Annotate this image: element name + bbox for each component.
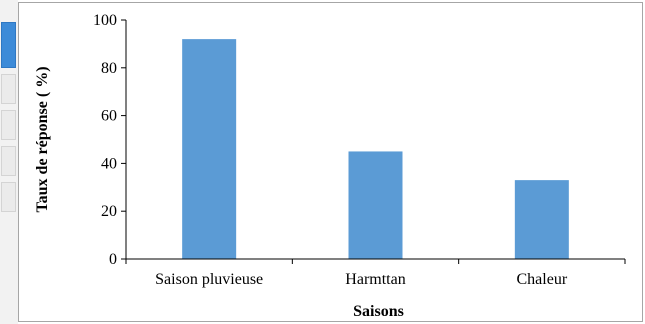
y-tick-label: 60 bbox=[101, 108, 117, 125]
y-tick-label: 20 bbox=[101, 203, 117, 220]
bar-harmttan bbox=[348, 151, 403, 259]
y-axis-ticks: 0 20 40 60 80 100 bbox=[93, 12, 126, 268]
left-side-panel bbox=[0, 0, 18, 324]
bar-chaleur bbox=[514, 180, 569, 259]
bar-chart: 0 20 40 60 80 100 Saison pluvieuse Harmttan Cha… bbox=[34, 12, 626, 320]
side-panel-tab[interactable] bbox=[1, 110, 16, 140]
y-tick-label: 0 bbox=[109, 251, 117, 268]
x-tick-label: Harmttan bbox=[345, 271, 405, 288]
x-tick-label: Saison pluvieuse bbox=[155, 271, 263, 288]
x-tick-label: Chaleur bbox=[517, 271, 568, 288]
x-axis-ticks: Saison pluvieuse Harmttan Chaleur bbox=[125, 259, 626, 288]
side-panel-tab[interactable] bbox=[1, 74, 16, 104]
y-axis-title: Taux de réponse ( %) bbox=[34, 66, 51, 212]
y-tick-label: 80 bbox=[101, 60, 117, 77]
side-panel-tab[interactable] bbox=[1, 146, 16, 176]
x-axis-title: Saisons bbox=[353, 303, 404, 320]
side-panel-tab[interactable] bbox=[1, 182, 16, 212]
side-panel-tab-active[interactable] bbox=[1, 22, 16, 68]
y-tick-label: 100 bbox=[93, 12, 117, 29]
bars bbox=[182, 39, 569, 260]
bar-saison-pluvieuse bbox=[182, 39, 237, 260]
chart-area: 0 20 40 60 80 100 Saison pluvieuse Harmttan Cha… bbox=[18, 2, 643, 322]
y-tick-label: 40 bbox=[101, 155, 117, 172]
